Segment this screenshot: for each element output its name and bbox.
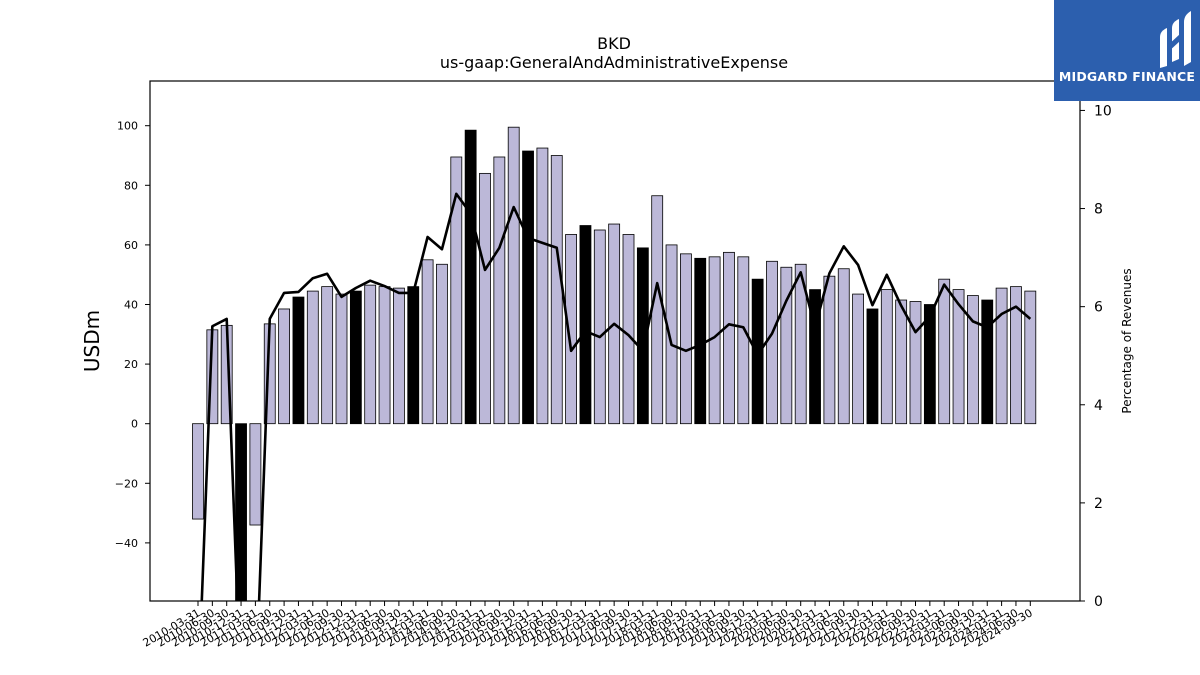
chart-subtitle: us-gaap:GeneralAndAdministrativeExpense	[440, 53, 788, 72]
bar	[335, 293, 348, 425]
bar	[895, 299, 908, 425]
bar	[995, 287, 1008, 425]
bar	[622, 234, 635, 425]
bar	[593, 229, 606, 425]
y-tick-label: 40	[124, 298, 138, 311]
bar	[522, 150, 534, 425]
y-tick-label: 0	[131, 418, 138, 431]
bar	[536, 147, 549, 425]
bar	[1024, 290, 1037, 425]
plot-frame	[149, 80, 1081, 602]
bar	[837, 268, 850, 425]
bar	[909, 301, 922, 425]
logo-text: MIDGARD FINANCE	[1058, 69, 1196, 84]
bar	[450, 156, 463, 425]
bar	[967, 295, 979, 425]
bar	[723, 251, 735, 425]
bar	[737, 256, 750, 425]
chart-title: BKD	[597, 34, 631, 53]
bar	[464, 129, 477, 425]
bar	[493, 156, 506, 425]
bar	[378, 286, 391, 425]
bar	[694, 257, 707, 425]
bar	[665, 244, 678, 425]
bar	[392, 287, 405, 425]
y2-tick-label: 4	[1094, 398, 1103, 414]
bar	[292, 296, 305, 425]
bar	[952, 289, 965, 425]
y2-tick-label: 6	[1094, 300, 1103, 316]
bar	[680, 253, 692, 425]
bar	[507, 126, 520, 425]
bar	[636, 247, 649, 425]
bar	[579, 225, 592, 425]
logo-mark-icon	[1160, 11, 1191, 68]
y2-tick-label: 10	[1094, 103, 1112, 119]
y-tick-label: 20	[124, 358, 138, 371]
bar	[981, 299, 994, 425]
brand-logo: MIDGARD FINANCE	[1054, 0, 1200, 101]
y-tick-label: 100	[117, 120, 138, 133]
bar	[278, 308, 291, 425]
bar	[321, 286, 334, 425]
bar	[880, 289, 893, 425]
bar	[192, 423, 204, 520]
bar	[306, 290, 319, 425]
bar	[407, 286, 420, 425]
bar	[938, 278, 951, 425]
bar	[766, 260, 778, 425]
y-tick-label: 80	[124, 179, 138, 192]
bar	[751, 278, 764, 425]
y2-tick-label: 8	[1094, 202, 1103, 218]
bar	[349, 290, 362, 425]
bar	[565, 234, 577, 425]
bar	[1010, 286, 1022, 425]
bar	[436, 263, 448, 425]
bar	[923, 304, 936, 425]
y2-tick-label: 0	[1094, 594, 1103, 610]
series-line	[200, 192, 1032, 601]
y2-tick-label: 2	[1094, 496, 1103, 512]
bar	[794, 263, 807, 425]
bar	[550, 155, 563, 425]
bar	[866, 308, 879, 425]
y2-axis-label: Percentage of Revenues	[1120, 268, 1134, 413]
bar	[852, 293, 864, 425]
bar	[479, 172, 491, 425]
bar	[249, 423, 262, 526]
bar	[421, 259, 434, 425]
bar	[809, 289, 821, 425]
y-tick-label: −20	[115, 477, 138, 490]
bar	[364, 284, 377, 425]
bar	[823, 275, 836, 425]
bar	[651, 195, 664, 425]
y-tick-label: 60	[124, 239, 138, 252]
y-axis-label: USDm	[80, 310, 104, 372]
bar	[780, 266, 793, 425]
y-tick-label: −40	[115, 537, 138, 550]
